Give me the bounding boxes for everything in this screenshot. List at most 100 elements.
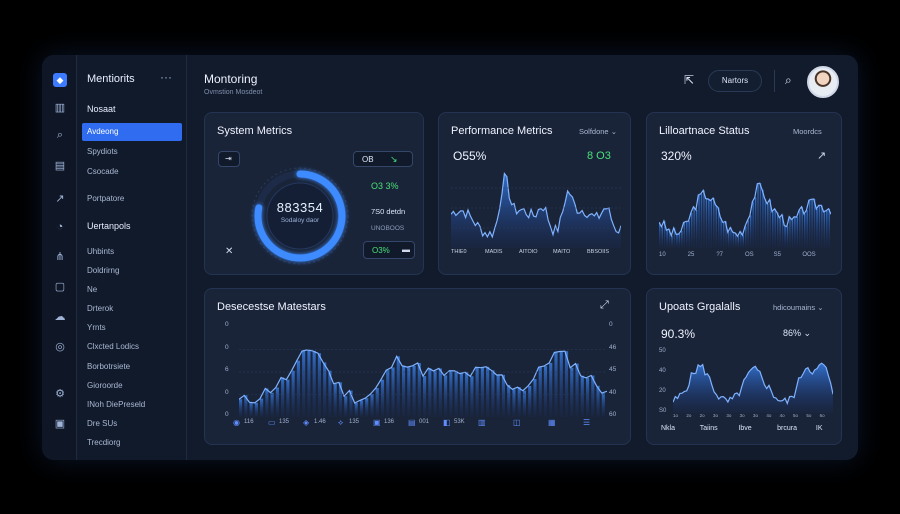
axis-label: 3o bbox=[713, 413, 719, 418]
avatar[interactable] bbox=[807, 66, 839, 98]
performance-chart bbox=[451, 171, 621, 248]
lock-icon[interactable]: ▣ bbox=[54, 418, 66, 430]
axis-label: 20 bbox=[659, 388, 666, 394]
toolbar-icon[interactable]: ▣ bbox=[373, 418, 381, 427]
toolbar-icon[interactable]: ◉ bbox=[233, 418, 240, 427]
toolbar-icon[interactable]: ▥ bbox=[478, 418, 486, 427]
axis-label: 6 bbox=[225, 366, 229, 373]
performance-delta: 8 O3 bbox=[587, 150, 611, 162]
x-axis: 10 25 ?7 OS S5 OOS bbox=[659, 252, 831, 262]
sidebar-brand: Mentiorits bbox=[87, 73, 135, 85]
card-title: Lilloartnace Status bbox=[659, 125, 750, 137]
axis-label: 45 bbox=[609, 366, 617, 373]
sidebar-item[interactable]: Borbotrsiete bbox=[87, 362, 131, 371]
axis-label: 2o bbox=[699, 413, 705, 418]
dropdown-label: hdicoumains bbox=[773, 303, 816, 312]
table-icon[interactable]: ▤ bbox=[54, 160, 66, 172]
expand-icon[interactable]: ✕ bbox=[225, 246, 234, 257]
sidebar-item[interactable]: Drterok bbox=[87, 304, 114, 313]
more-icon[interactable]: ··· bbox=[160, 70, 172, 84]
search-icon[interactable]: ⌕ bbox=[56, 129, 64, 141]
arrow-icon: ⇥ bbox=[225, 154, 232, 163]
bar-chart-icon[interactable]: ▥ bbox=[54, 102, 66, 114]
performance-dropdown[interactable]: Solfdone ⌄ bbox=[579, 127, 617, 136]
toolbar-icon[interactable]: ▦ bbox=[548, 418, 556, 427]
badge-pill[interactable]: OB ↘ bbox=[353, 151, 413, 167]
sidebar-item[interactable]: Trecdiorg bbox=[87, 438, 121, 447]
stat-1: O3 3% bbox=[371, 181, 399, 191]
toolbar-icon[interactable]: ◧ bbox=[443, 418, 451, 427]
axis-label: 0 bbox=[225, 343, 229, 351]
top-bar: Montoring Ovmstion Mosdeot ⇱ Nartors ⌕ bbox=[187, 55, 858, 105]
chevron-down-icon: ⌄ bbox=[610, 127, 617, 136]
sidebar-item[interactable]: Ne bbox=[87, 285, 98, 294]
toolbar-icon[interactable]: ◫ bbox=[513, 418, 521, 427]
minus-icon: ▬ bbox=[402, 245, 410, 254]
toolbar-icon[interactable]: ☰ bbox=[583, 418, 591, 427]
sidebar-item[interactable]: Doldrirng bbox=[87, 266, 120, 275]
axis-label: MAITO bbox=[553, 249, 571, 255]
maintenance-status-card: Lilloartnace Status Moordcs 320% ↗ 10 25?… bbox=[646, 112, 842, 275]
y-axis: 50 40 20 S0 bbox=[659, 348, 673, 414]
maintenance-dropdown[interactable]: Moordcs bbox=[793, 127, 822, 136]
maintenance-value: 320% bbox=[661, 149, 692, 163]
expand-icon[interactable]: ⤢ bbox=[600, 299, 609, 311]
toolbar-icon[interactable]: ▤ bbox=[408, 418, 416, 427]
axis-label: 0 bbox=[225, 388, 229, 396]
toggle-button[interactable]: ⇥ bbox=[218, 151, 240, 167]
y-axis-right: 0 46 45 40 60 bbox=[609, 321, 627, 418]
legend-item: Taiins bbox=[699, 425, 718, 432]
sidebar: Mentiorits ··· Nosaat Avdeong Spydiots Csoc… bbox=[77, 55, 187, 460]
sidebar-item[interactable]: Clxcted Lodics bbox=[87, 342, 140, 351]
toolbar-label: 135 bbox=[279, 419, 290, 425]
sidebar-item[interactable]: Nosaat bbox=[87, 104, 116, 114]
stat-4-pill[interactable]: O3% ▬ bbox=[363, 241, 415, 259]
gauge-value: 883354 bbox=[276, 200, 324, 215]
sidebar-item[interactable]: Portpatore bbox=[87, 194, 125, 203]
axis-label: THIE0 bbox=[451, 249, 467, 255]
y-axis-left: 0 0 6 0 0 bbox=[225, 321, 237, 418]
nartors-button[interactable]: Nartors bbox=[708, 70, 762, 92]
toolbar-label: 135 bbox=[349, 419, 360, 425]
axis-label: 3o bbox=[753, 413, 759, 418]
axis-label: 46 bbox=[609, 343, 617, 351]
sidebar-item[interactable]: Gioroorde bbox=[87, 381, 123, 390]
sidebar-item[interactable]: Uhbints bbox=[87, 247, 115, 256]
share-icon[interactable]: ⇱ bbox=[684, 73, 695, 87]
globe-icon[interactable]: ◎ bbox=[55, 341, 65, 353]
trend-icon[interactable]: ↗ bbox=[817, 150, 827, 162]
toolbar-icon[interactable]: ◈ bbox=[303, 418, 310, 427]
toolbar-label: 001 bbox=[419, 419, 430, 425]
page-title: Montoring bbox=[204, 72, 258, 86]
gauge-caption: Sodaloy daor bbox=[280, 217, 320, 224]
axis-label: 4o bbox=[779, 413, 785, 418]
axis-label: 4o bbox=[766, 413, 772, 418]
uploads-card: Upoats Grgalalls hdicoumains ⌄ 90.3% 86%… bbox=[646, 288, 842, 445]
sidebar-item[interactable]: Uertanpols bbox=[87, 221, 131, 231]
sidebar-item[interactable]: Spydiots bbox=[87, 147, 118, 156]
trend-icon[interactable]: ↗ bbox=[55, 193, 65, 205]
app-logo-icon[interactable]: ◆ bbox=[53, 73, 67, 87]
sidebar-item[interactable]: Yrnts bbox=[87, 323, 106, 332]
gauge-icon[interactable]: ◔ bbox=[56, 221, 64, 233]
main-chart bbox=[239, 349, 607, 417]
doc-icon[interactable]: ▢ bbox=[54, 281, 66, 293]
icon-rail: ◆ ▥ ⌕ ▤ ↗ ◔ ⋔ ▢ ☁ ◎ ⚙ ▣ bbox=[42, 55, 77, 460]
sidebar-item[interactable]: INoh DiePreseld bbox=[87, 400, 146, 409]
toolbar-icon[interactable]: ⟡ bbox=[338, 418, 344, 427]
cloud-icon[interactable]: ☁ bbox=[54, 311, 66, 323]
settings-icon[interactable]: ⚙ bbox=[55, 388, 65, 400]
uploads-dropdown[interactable]: hdicoumains ⌄ bbox=[773, 303, 824, 312]
network-icon[interactable]: ⋔ bbox=[55, 251, 65, 263]
axis-label: OS bbox=[745, 252, 754, 258]
sidebar-item[interactable]: Csocade bbox=[87, 167, 119, 176]
chevron-down-icon: ⌄ bbox=[803, 328, 812, 338]
sidebar-item[interactable]: Dre SUs bbox=[87, 419, 118, 428]
performance-value: O55% bbox=[453, 149, 487, 163]
uploads-secondary[interactable]: 86% ⌄ bbox=[783, 328, 811, 339]
sidebar-item[interactable]: Avdeong bbox=[82, 123, 182, 141]
toolbar-icon[interactable]: ▭ bbox=[268, 418, 276, 427]
search-icon[interactable]: ⌕ bbox=[785, 73, 792, 87]
uploads-value: 90.3% bbox=[661, 327, 696, 341]
maintenance-chart bbox=[659, 182, 831, 248]
